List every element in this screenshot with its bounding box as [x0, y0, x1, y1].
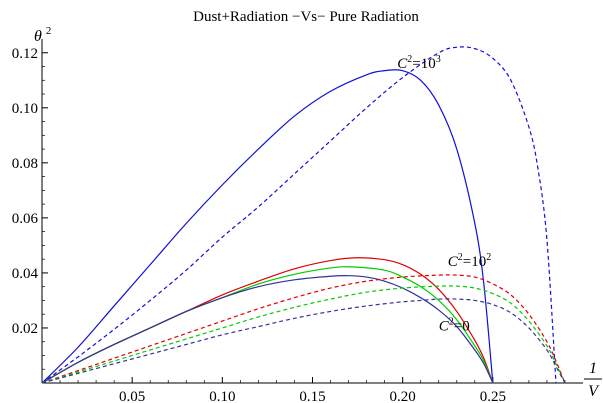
- x-axis-label-denominator: V: [588, 383, 600, 400]
- chart-title: Dust+Radiation −Vs− Pure Radiation: [193, 9, 419, 25]
- dashed-series-line: [41, 298, 566, 384]
- svg-text:θ 2: θ 2: [34, 25, 51, 45]
- curve-annotation: C2=102: [448, 252, 491, 270]
- x-tick-label: 0.05: [119, 389, 145, 403]
- curve-annotation: C2=103: [397, 54, 440, 72]
- annotation-value-exponent: 3: [436, 54, 441, 65]
- y-tick-label: 0.02: [12, 321, 38, 337]
- y-tick-label: 0.08: [12, 156, 38, 172]
- y-tick-label: 0.10: [12, 101, 38, 117]
- y-axis-label-exponent: 2: [46, 25, 52, 37]
- y-tick-label: 0.06: [12, 211, 39, 227]
- y-tick-label: 0.12: [12, 46, 38, 62]
- annotation-base: C: [439, 319, 450, 335]
- solid-series-line: [41, 69, 494, 384]
- x-tick-label: 0.10: [209, 389, 235, 403]
- annotation-value: =10: [463, 254, 486, 270]
- solid-series-line: [41, 257, 494, 384]
- x-tick-label: 0.15: [299, 389, 325, 403]
- x-axis-label-numerator: 1: [589, 360, 597, 377]
- annotation-value: =0: [454, 319, 470, 335]
- annotation-value-exponent: 2: [486, 252, 491, 263]
- y-ticks: 0.02 0.04 0.06 0.08 0.10 0.12: [12, 46, 48, 370]
- solid-series-line: [41, 275, 494, 384]
- y-tick-label: 0.04: [12, 266, 39, 282]
- curve-annotation: C2=0: [439, 317, 470, 335]
- annotation-value: =10: [412, 56, 435, 72]
- x-tick-label: 0.20: [390, 389, 416, 403]
- dashed-series-line: [41, 274, 566, 384]
- x-axis-label: 1 V: [584, 360, 602, 400]
- y-axis-label: θ 2: [34, 25, 51, 45]
- annotation-exponent: 2: [458, 252, 463, 263]
- dashed-series-line: [41, 46, 557, 384]
- x-ticks: 0.05 0.10 0.15 0.20 0.25: [59, 377, 566, 403]
- y-axis-label-base: θ: [34, 28, 42, 45]
- annotation-base: C: [397, 56, 408, 72]
- annotation-base: C: [448, 254, 459, 270]
- series-group: [41, 46, 566, 384]
- annotation-exponent: 2: [449, 317, 454, 328]
- annotation-exponent: 2: [407, 54, 412, 65]
- x-tick-label: 0.25: [480, 389, 506, 403]
